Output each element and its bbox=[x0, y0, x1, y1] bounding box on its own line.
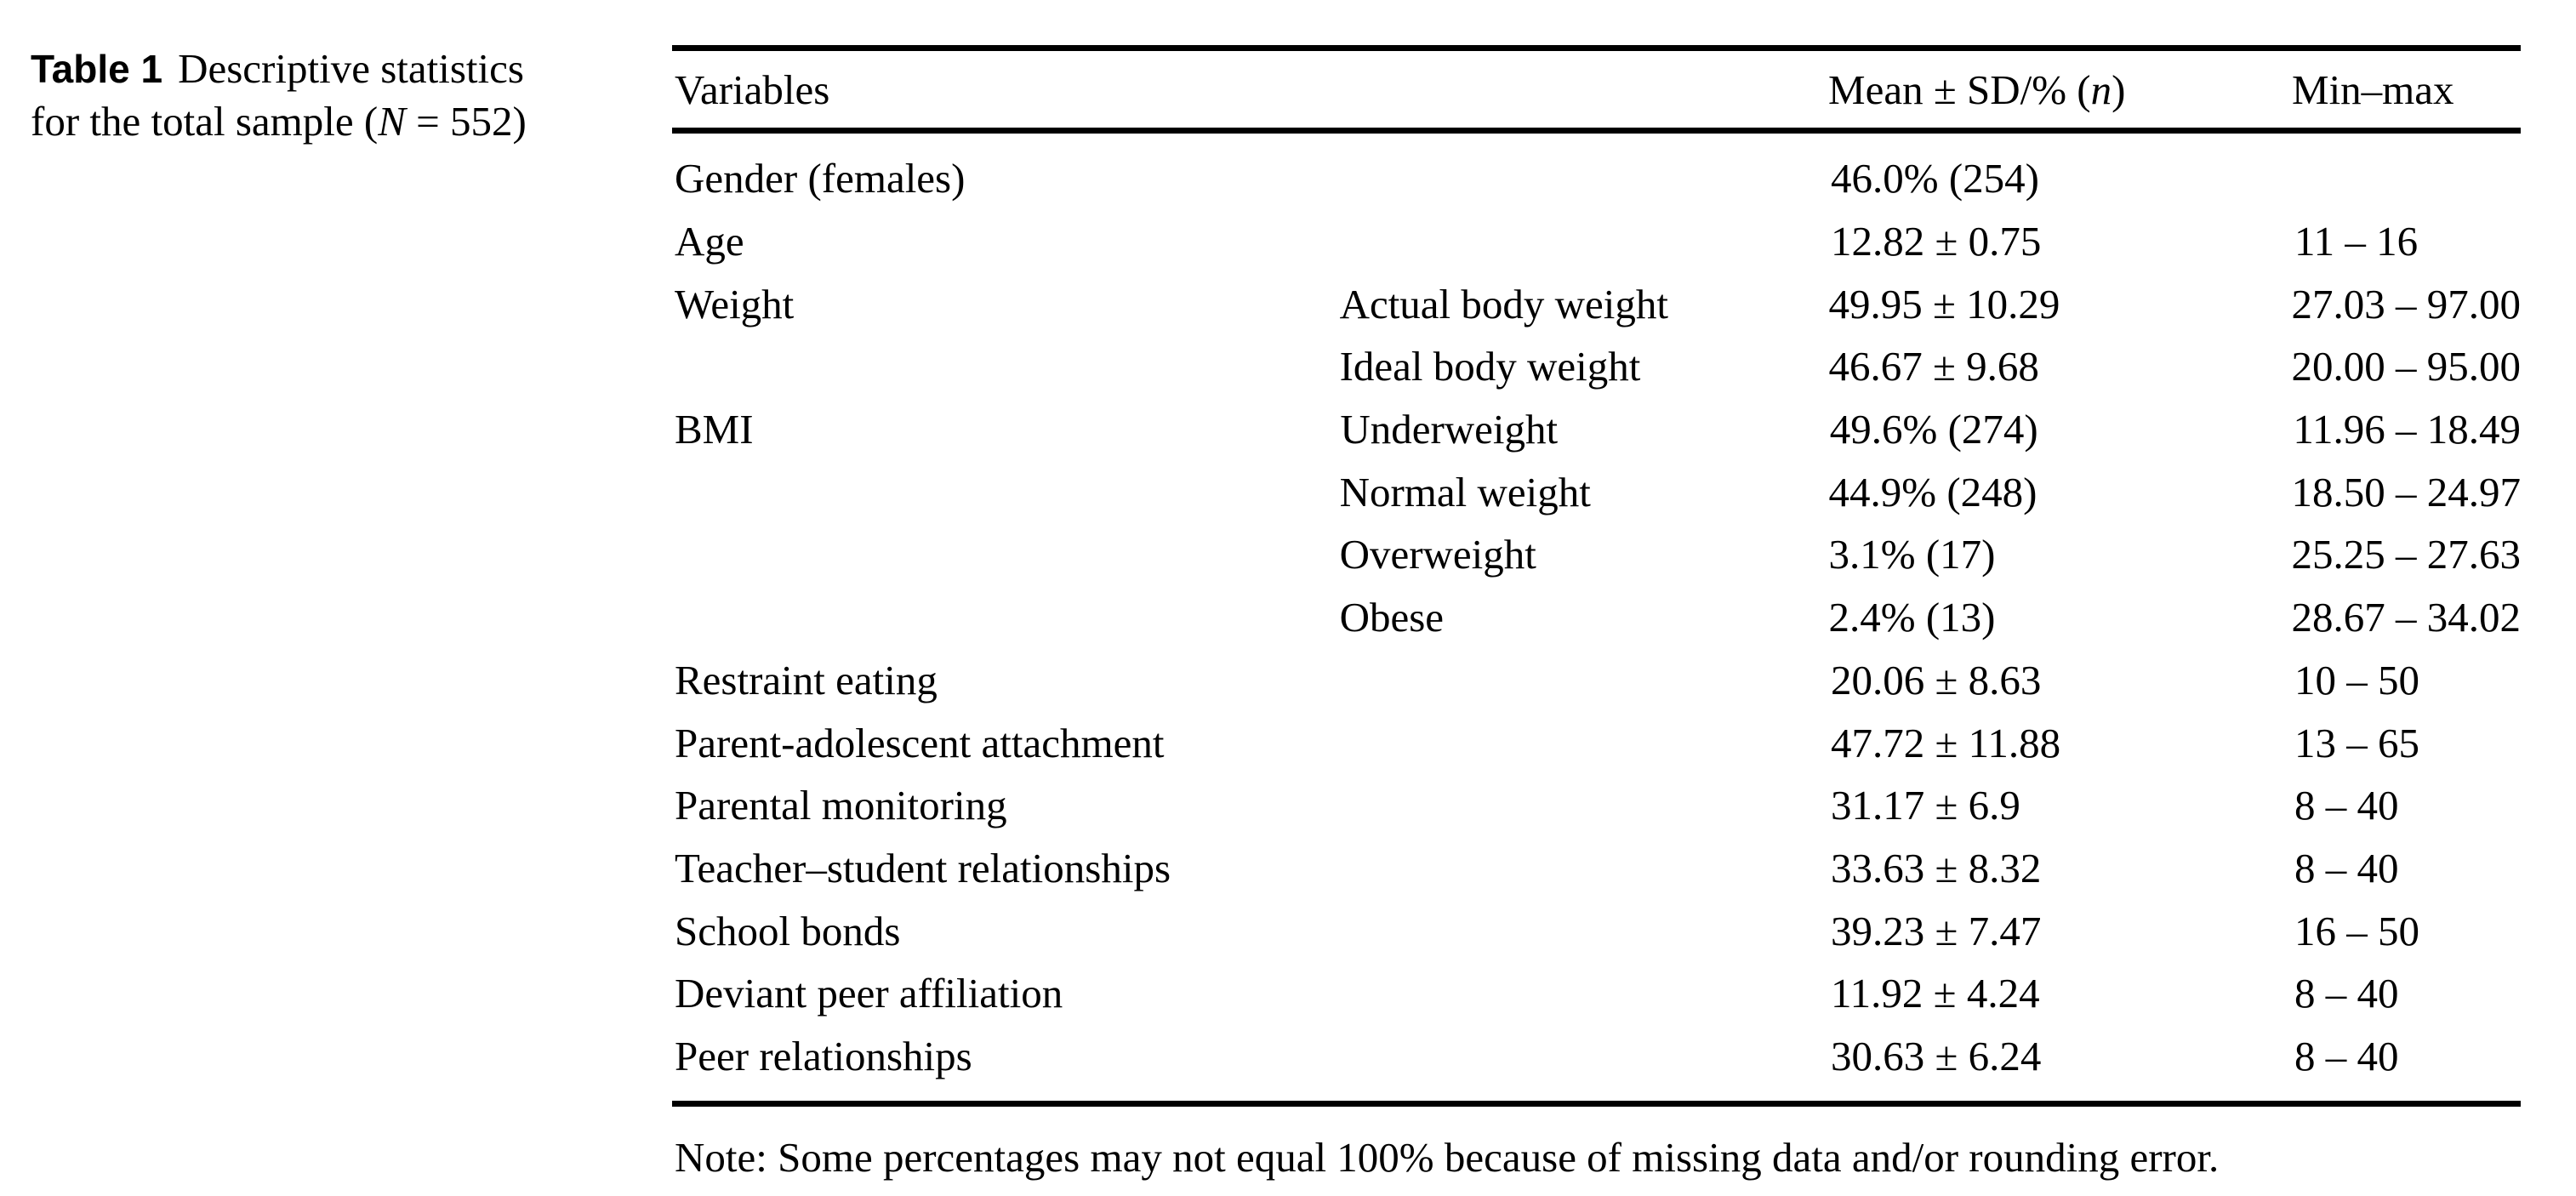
row-label: School bonds bbox=[675, 907, 901, 954]
table-row: Ideal body weight 46.67 ± 9.68 20.00 – 9… bbox=[672, 335, 2521, 398]
row-label: Gender (females) bbox=[675, 155, 966, 202]
row-label: Peer relationships bbox=[675, 1032, 972, 1079]
table-top-rule bbox=[672, 45, 2521, 51]
row-mean: 46.0% (254) bbox=[1831, 155, 2039, 202]
table-row: Age 12.82 ± 0.75 11 – 16 bbox=[672, 210, 2521, 273]
row-mean: 39.23 ± 7.47 bbox=[1831, 907, 2042, 954]
row-minmax: 28.67 – 34.02 bbox=[2291, 594, 2522, 641]
row-minmax: 10 – 50 bbox=[2294, 656, 2419, 703]
row-mean: 49.95 ± 10.29 bbox=[1828, 280, 2060, 327]
row-minmax: 8 – 40 bbox=[2294, 1032, 2399, 1079]
row-mean: 3.1% (17) bbox=[1828, 531, 1996, 578]
row-mean: 47.72 ± 11.88 bbox=[1831, 719, 2061, 766]
row-mean: 31.17 ± 6.9 bbox=[1831, 782, 2020, 829]
table-row: Parent-adolescent attachment 47.72 ± 11.… bbox=[672, 711, 2521, 774]
table-caption-number: Table 1 bbox=[31, 47, 163, 91]
row-minmax: 11 – 16 bbox=[2294, 218, 2419, 265]
row-minmax: 16 – 50 bbox=[2294, 907, 2419, 954]
row-mean: 44.9% (248) bbox=[1828, 468, 2037, 515]
table-row: Parental monitoring 31.17 ± 6.9 8 – 40 bbox=[672, 774, 2521, 837]
table-caption-text-line1: Descriptive statistics bbox=[178, 45, 524, 92]
header-mean-sd: Mean ± SD/% (n) bbox=[1826, 65, 2289, 114]
table-row: Gender (females) 46.0% (254) bbox=[672, 147, 2521, 210]
table-row: Obese 2.4% (13) 28.67 – 34.02 bbox=[672, 586, 2521, 649]
header-mean-post: ) bbox=[2112, 65, 2126, 113]
row-mean: 49.6% (274) bbox=[1829, 406, 2038, 453]
row-label: Deviant peer affiliation bbox=[675, 970, 1063, 1017]
row-minmax: 11.96 – 18.49 bbox=[2293, 406, 2521, 453]
table-footnote: Note: Some percentages may not equal 100… bbox=[675, 1134, 2220, 1181]
row-sublabel: Normal weight bbox=[1339, 468, 1591, 515]
table-row: Normal weight 44.9% (248) 18.50 – 24.97 bbox=[672, 460, 2521, 523]
row-minmax: 8 – 40 bbox=[2294, 782, 2399, 829]
row-sublabel: Underweight bbox=[1340, 406, 1559, 453]
table-row: School bonds 39.23 ± 7.47 16 – 50 bbox=[672, 899, 2521, 962]
header-minmax: Min–max bbox=[2292, 65, 2454, 113]
row-label: BMI bbox=[675, 406, 754, 453]
row-label: Parental monitoring bbox=[675, 782, 1007, 829]
row-mean: 46.67 ± 9.68 bbox=[1828, 343, 2039, 390]
table-header-row: Variables Mean ± SD/% (n) Min–max bbox=[672, 51, 2521, 128]
caption-line2-pre: for the total sample ( bbox=[31, 98, 379, 145]
table-row: Peer relationships 30.63 ± 6.24 8 – 40 bbox=[672, 1025, 2521, 1088]
row-minmax: 25.25 – 27.63 bbox=[2291, 531, 2522, 578]
row-mean: 11.92 ± 4.24 bbox=[1831, 970, 2040, 1017]
table-row: Teacher–student relationships 33.63 ± 8.… bbox=[672, 837, 2521, 900]
row-mean: 20.06 ± 8.63 bbox=[1831, 656, 2042, 703]
table-body: Gender (females) 46.0% (254) Age 12.82 ±… bbox=[672, 134, 2521, 1087]
row-sublabel: Obese bbox=[1339, 594, 1445, 641]
row-label: Age bbox=[675, 218, 744, 265]
table-row: Overweight 3.1% (17) 25.25 – 27.63 bbox=[672, 523, 2521, 586]
header-variables: Variables bbox=[675, 65, 830, 113]
row-label: Restraint eating bbox=[675, 656, 938, 703]
caption-n-symbol: N bbox=[378, 98, 406, 145]
row-sublabel: Actual body weight bbox=[1339, 280, 1669, 327]
row-minmax: 27.03 – 97.00 bbox=[2291, 280, 2522, 327]
table-row: Deviant peer affiliation 11.92 ± 4.24 8 … bbox=[672, 962, 2521, 1025]
row-label: Weight bbox=[675, 280, 795, 327]
row-mean: 33.63 ± 8.32 bbox=[1831, 844, 2042, 891]
table-row: Restraint eating 20.06 ± 8.63 10 – 50 bbox=[672, 649, 2521, 712]
table-caption: Table 1 Descriptive statistics for the to… bbox=[31, 43, 643, 148]
descriptive-statistics-table: Variables Mean ± SD/% (n) Min–max Gender… bbox=[672, 0, 2521, 1196]
row-mean: 2.4% (13) bbox=[1828, 594, 1996, 641]
row-minmax: 8 – 40 bbox=[2294, 970, 2399, 1017]
table-caption-text-line2: for the total sample (N = 552) bbox=[31, 98, 527, 145]
row-sublabel: Ideal body weight bbox=[1339, 343, 1641, 390]
table-bottom-rule bbox=[672, 1101, 2521, 1107]
row-mean: 12.82 ± 0.75 bbox=[1831, 218, 2042, 265]
row-minmax: 20.00 – 95.00 bbox=[2291, 343, 2522, 390]
row-sublabel: Overweight bbox=[1339, 531, 1536, 578]
table-row: BMI Underweight 49.6% (274) 11.96 – 18.4… bbox=[672, 398, 2521, 461]
row-label: Parent-adolescent attachment bbox=[675, 719, 1165, 766]
caption-line2-post: = 552) bbox=[405, 98, 527, 145]
row-minmax: 18.50 – 24.97 bbox=[2291, 468, 2522, 515]
header-n-symbol: n bbox=[2090, 65, 2112, 113]
row-minmax: 13 – 65 bbox=[2294, 719, 2419, 766]
table-header-rule bbox=[672, 128, 2521, 134]
row-minmax: 8 – 40 bbox=[2294, 844, 2399, 891]
row-mean: 30.63 ± 6.24 bbox=[1831, 1032, 2042, 1079]
table-row: Weight Actual body weight 49.95 ± 10.29 … bbox=[672, 272, 2521, 335]
header-mean-pre: Mean ± SD/% ( bbox=[1828, 65, 2091, 113]
row-label: Teacher–student relationships bbox=[675, 844, 1171, 891]
